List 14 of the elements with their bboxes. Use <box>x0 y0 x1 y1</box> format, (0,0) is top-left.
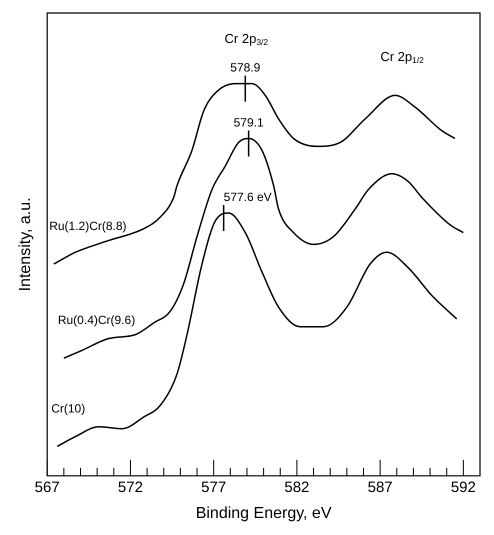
annotation: 577.6 eV <box>224 190 272 204</box>
x-axis-title: Binding Energy, eV <box>196 504 332 522</box>
x-tick-label: 587 <box>368 478 393 496</box>
x-tick-label: 582 <box>284 478 310 496</box>
x-tick-label: 577 <box>201 478 226 496</box>
x-tick-label: 592 <box>450 478 476 496</box>
annotation: 579.1 <box>234 116 264 130</box>
series-label: Cr(10) <box>51 401 86 416</box>
x-tick-label: 572 <box>118 478 143 496</box>
x-tick-label: 567 <box>34 478 60 496</box>
annotation: 578.9 <box>230 60 261 75</box>
y-axis-title: Intensity, a.u. <box>17 197 34 292</box>
series-label: Ru(1.2)Cr(8.8) <box>49 219 127 234</box>
series-label: Ru(0.4)Cr(9.6) <box>58 313 136 328</box>
